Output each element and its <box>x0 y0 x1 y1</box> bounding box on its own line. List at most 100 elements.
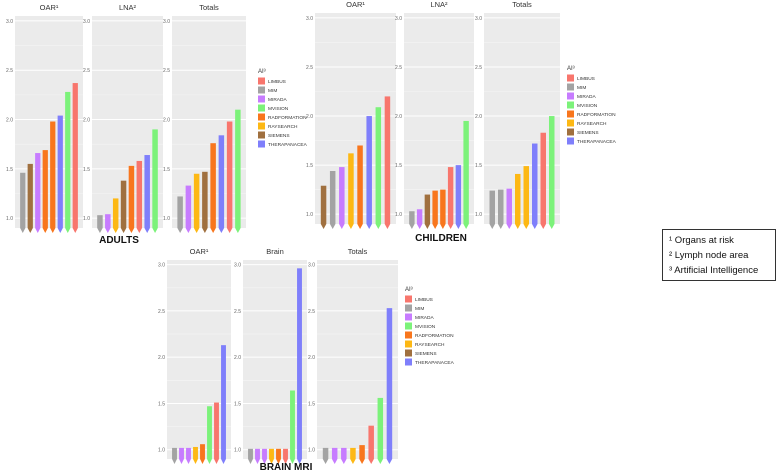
y-tick-label: 2.0 <box>475 114 482 120</box>
y-tick-label: 1.5 <box>395 163 402 169</box>
bar-siemens <box>27 163 33 228</box>
bar-tip <box>193 228 200 233</box>
bar-mvision <box>65 91 71 228</box>
bar-mirada <box>331 447 338 459</box>
bar-limbus <box>384 96 391 224</box>
bar-siemens <box>120 180 127 228</box>
group-title: CHILDREN <box>415 233 467 244</box>
panel-background <box>172 16 246 228</box>
bar-raysearch <box>193 446 198 459</box>
bar-raysearch <box>515 173 521 224</box>
bar-tip <box>214 459 219 464</box>
bar-tip <box>341 459 347 464</box>
bar-mirada <box>186 447 191 459</box>
y-tick-label: 2.5 <box>475 65 482 71</box>
legend-label-radformation: RADFORMATION <box>415 333 454 339</box>
bar-raysearch <box>193 173 200 228</box>
legend-swatch-limbus <box>405 295 412 303</box>
y-tick-label: 2.0 <box>306 114 313 120</box>
bar-mim <box>329 171 336 224</box>
bar-tip <box>57 228 63 233</box>
legend-label-mvision: MVISION <box>268 106 289 112</box>
bar-tip <box>339 224 345 229</box>
y-tick-label: 2.5 <box>83 68 90 74</box>
panel-title: OAR¹ <box>346 0 365 9</box>
bar-mim <box>177 196 183 228</box>
legend-swatch-mim <box>405 304 412 312</box>
bar-mirada <box>416 209 423 224</box>
bar-mvision <box>375 107 382 224</box>
bar-limbus <box>283 448 288 459</box>
y-tick-label: 3.0 <box>306 16 313 22</box>
bar-tip <box>348 224 354 229</box>
bar-mirada <box>506 188 512 224</box>
bar-tip <box>432 224 438 229</box>
legend-label-mirada: MIRADA <box>268 97 287 103</box>
bar-tip <box>200 459 205 464</box>
y-tick-label: 1.5 <box>83 167 90 173</box>
bar-tip <box>172 459 177 464</box>
bar-tip <box>248 459 253 464</box>
legend-swatch-limbus <box>567 74 574 82</box>
legend-swatch-raysearch <box>405 340 412 348</box>
bar-mim <box>409 211 415 224</box>
bar-therapanacea <box>297 268 302 459</box>
y-tick-label: 1.0 <box>6 216 13 222</box>
bar-tip <box>523 224 529 229</box>
bar-mim <box>20 172 26 228</box>
bar-siemens <box>424 194 431 224</box>
bar-tip <box>329 224 336 229</box>
legend-swatch-siemens <box>258 131 265 139</box>
legend-swatch-siemens <box>405 349 412 357</box>
bar-tip <box>540 224 546 229</box>
footnote-ai: ³ Artificial Intelligence <box>669 265 759 276</box>
y-tick-label: 2.5 <box>158 309 165 315</box>
legend-swatch-mvision <box>258 104 265 112</box>
y-tick-label: 1.5 <box>6 167 13 173</box>
bar-radformation <box>200 444 205 459</box>
panel: 1.0 1.5 2.0 2.5 3.0 Totals <box>163 3 246 233</box>
y-tick-label: 2.0 <box>158 355 165 361</box>
bar-limbus <box>540 132 546 224</box>
bar-tip <box>179 459 184 464</box>
legend-label-mvision: MVISION <box>577 103 598 109</box>
bar-therapanacea <box>221 345 226 459</box>
y-tick-label: 2.5 <box>163 68 170 74</box>
panel-background <box>92 16 163 228</box>
bar-tip <box>20 228 26 233</box>
bar-tip <box>447 224 454 229</box>
y-tick-label: 2.0 <box>6 118 13 124</box>
bar-tip <box>416 224 423 229</box>
bar-radformation <box>50 121 56 228</box>
panel-title: OAR¹ <box>190 247 209 256</box>
bar-mim <box>248 448 253 459</box>
bar-tip <box>515 224 521 229</box>
legend-swatch-mvision <box>567 101 574 109</box>
legend-swatch-raysearch <box>258 122 265 130</box>
bar-limbus <box>214 402 219 459</box>
bar-tip <box>42 228 48 233</box>
bar-tip <box>377 459 384 464</box>
bar-mirada <box>105 214 111 228</box>
y-tick-label: 2.5 <box>234 309 241 315</box>
y-tick-label: 3.0 <box>83 19 90 25</box>
bar-tip <box>35 228 41 233</box>
panel-background <box>404 13 474 224</box>
legend-label-siemens: SIEMENS <box>415 351 437 357</box>
bar-mvision <box>463 120 469 224</box>
bar-tip <box>152 228 158 233</box>
panel: 1.0 1.5 2.0 2.5 3.0 Totals <box>475 0 560 229</box>
bar-tip <box>498 224 504 229</box>
legend-label-mirada: MIRADA <box>577 94 596 100</box>
bar-tip <box>185 228 192 233</box>
y-tick-label: 1.0 <box>163 216 170 222</box>
legend-swatch-raysearch <box>567 119 574 127</box>
bar-tip <box>440 224 446 229</box>
bar-mirada <box>341 447 347 459</box>
bar-therapanacea <box>218 135 225 228</box>
bar-limbus <box>226 121 233 228</box>
bar-tip <box>276 459 281 464</box>
bar-mvision <box>207 406 212 459</box>
bar-tip <box>368 459 374 464</box>
